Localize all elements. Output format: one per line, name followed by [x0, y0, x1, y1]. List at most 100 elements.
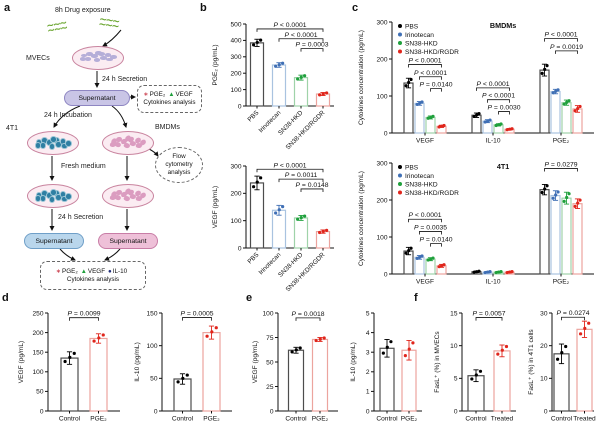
data-point — [477, 111, 481, 116]
t4t1-cell-icon — [48, 143, 56, 150]
sig-bracket — [419, 231, 442, 235]
data-point — [472, 114, 476, 119]
sig-bracket — [408, 218, 442, 223]
mvec-cell-icon — [86, 52, 93, 56]
svg-text:100: 100 — [376, 234, 387, 241]
svg-text:50: 50 — [266, 359, 274, 366]
data-point — [411, 341, 415, 345]
data-point — [409, 77, 413, 82]
y-axis-label: IL-10 (pg/mL) — [134, 342, 141, 382]
x-tick-label: PGE₂ — [203, 416, 220, 423]
y-axis-label: Cytokines concentration (pg/mL) — [358, 30, 365, 125]
p-value-label: P = 0.0099 — [67, 311, 100, 318]
bar — [89, 337, 108, 412]
4t1-label: 4T1 — [6, 125, 19, 132]
t4t1-cell-icon — [50, 189, 57, 196]
cytokine-caption-2: Cytokines analysis — [66, 275, 120, 283]
x-tick-label: Control — [172, 416, 194, 423]
sig-bracket — [278, 38, 324, 42]
x-tick-label: PGE₂ — [401, 416, 418, 423]
data-point — [578, 104, 582, 109]
supernatant-bmdm-pill: Supernatant — [98, 233, 158, 249]
data-point — [407, 249, 411, 253]
chart-d-il10: 0 50 100 150 IL-10 (pg/mL) Control PGE₂ P = 0.0… — [128, 297, 238, 427]
x-tick-label: PGE₂ — [553, 279, 570, 286]
svg-text:300: 300 — [376, 160, 387, 167]
4t1-dish-2 — [27, 184, 79, 208]
data-point — [299, 216, 303, 220]
flow-cytometry-label: Flow cytometry analysis — [165, 153, 193, 176]
data-point — [314, 338, 318, 343]
data-point — [573, 109, 577, 113]
data-point — [567, 99, 571, 103]
data-point — [545, 184, 549, 188]
svg-text:300: 300 — [376, 19, 387, 26]
data-point — [63, 359, 67, 364]
data-point — [92, 339, 96, 343]
data-point — [474, 373, 478, 377]
svg-text:0: 0 — [384, 271, 388, 278]
mvec-cell-icon — [93, 58, 101, 62]
bar — [572, 203, 583, 275]
panel-label-e: e — [246, 292, 253, 304]
data-point — [389, 340, 393, 344]
y-axis-label: IL-10 (pg/mL) — [350, 342, 357, 382]
p-value-label: P = 0.0140 — [419, 82, 452, 89]
data-point — [483, 270, 487, 275]
chart-svg-f_mvec: 0 5 10 15 FasL⁺ (%) in MVECs Control Treated P … — [434, 310, 516, 423]
vegf-marker-icon: ▲ — [80, 267, 87, 275]
x-tick-label: IL-10 — [485, 138, 500, 145]
data-point — [505, 128, 509, 132]
p-value-label: P = 0.0005 — [180, 311, 213, 318]
bmdm-dish-2 — [102, 184, 154, 208]
data-point — [321, 92, 325, 96]
sig-bracket — [69, 317, 99, 321]
data-point — [318, 337, 322, 341]
data-point — [504, 344, 509, 349]
pge-marker-icon: ∗ — [55, 267, 62, 275]
data-point — [277, 208, 281, 212]
data-point — [404, 84, 408, 88]
legend-dot-icon — [398, 24, 402, 28]
svg-text:10: 10 — [450, 343, 458, 350]
sig-bracket — [182, 317, 212, 321]
bar — [561, 102, 572, 134]
x-tick-label: PGE₂ — [312, 416, 329, 423]
data-point — [556, 88, 560, 92]
data-point — [545, 64, 549, 68]
data-point — [277, 63, 281, 67]
flow-arrows — [49, 29, 159, 261]
sig-bracket — [430, 88, 442, 92]
chart-svg-e_il10: 0 1 2 3 4 5 IL-10 (pg/mL) Control PGE₂ — [350, 310, 422, 423]
marker-label: IL-10 — [112, 267, 128, 275]
svg-text:100: 100 — [262, 310, 273, 317]
bar — [293, 217, 309, 249]
bar — [271, 209, 287, 249]
svg-text:250: 250 — [32, 310, 43, 317]
sig-bracket — [408, 64, 442, 68]
data-point — [565, 100, 569, 104]
data-point — [494, 123, 498, 128]
drug-exposure-label: 8h Drug exposure — [55, 7, 111, 14]
chart-e-vegf: 0 25 50 75 100 VEGF (pg/mL) Control PGE₂ P = 0.0… — [246, 297, 342, 427]
t4t1-cell-icon — [65, 192, 72, 200]
cytokine-markers-2: ∗PGE₂ ▲VEGF ●IL-10 — [56, 268, 130, 276]
axes — [47, 313, 120, 412]
y-axis-label: FasL⁺ (%) in MVECs — [434, 331, 441, 393]
p-value-label: P < 0.0001 — [544, 32, 577, 39]
data-point — [488, 269, 492, 274]
chart-f-mvecs: 0 5 10 15 FasL⁺ (%) in MVECs Control Treated P … — [428, 297, 520, 427]
data-point — [437, 265, 441, 269]
svg-text:400: 400 — [230, 38, 241, 45]
data-point — [381, 351, 385, 355]
t4t1-cell-icon — [65, 139, 72, 147]
data-point — [321, 229, 325, 234]
data-point — [442, 263, 446, 267]
x-tick-label: PGE₂ — [90, 416, 107, 423]
mvec-cell-icon — [110, 54, 117, 59]
data-point — [318, 230, 322, 235]
data-point — [404, 251, 408, 255]
svg-text:500: 500 — [230, 21, 241, 28]
